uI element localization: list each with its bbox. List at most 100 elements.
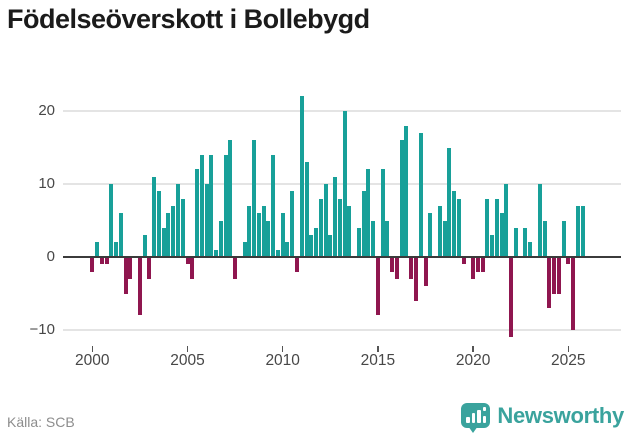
badge-bar-4 bbox=[482, 416, 487, 423]
positive-bar bbox=[523, 227, 528, 257]
negative-bar bbox=[556, 257, 561, 294]
x-axis-tick-label: 2010 bbox=[265, 352, 300, 369]
positive-bar bbox=[109, 184, 114, 257]
positive-bar bbox=[152, 176, 157, 257]
positive-bar bbox=[494, 198, 499, 257]
positive-bar bbox=[361, 191, 366, 257]
positive-bar bbox=[528, 242, 533, 257]
x-axis-tick bbox=[472, 346, 474, 352]
negative-bar bbox=[137, 257, 142, 316]
negative-bar bbox=[99, 257, 104, 265]
y-gridline bbox=[63, 329, 621, 331]
x-axis-tick-label: 2000 bbox=[75, 352, 110, 369]
x-axis-tick-label: 2020 bbox=[455, 352, 491, 369]
badge-bar-2 bbox=[471, 413, 476, 423]
positive-bar bbox=[275, 249, 280, 257]
negative-bar bbox=[90, 257, 95, 272]
negative-bar bbox=[394, 257, 399, 279]
positive-bar bbox=[304, 162, 309, 257]
positive-bar bbox=[513, 227, 518, 257]
positive-bar bbox=[218, 220, 223, 257]
positive-bar bbox=[228, 140, 233, 257]
negative-bar bbox=[128, 257, 133, 279]
x-axis-tick bbox=[281, 346, 284, 352]
positive-bar bbox=[266, 220, 271, 257]
positive-bar bbox=[161, 227, 166, 257]
positive-bar bbox=[247, 205, 252, 257]
x-axis-tick bbox=[377, 346, 379, 352]
x-axis-tick bbox=[91, 346, 94, 352]
negative-bar bbox=[480, 257, 485, 272]
positive-bar bbox=[290, 191, 295, 257]
badge-bar-3 bbox=[477, 410, 481, 423]
negative-bar bbox=[547, 257, 552, 309]
positive-bar bbox=[171, 205, 176, 257]
positive-bar bbox=[328, 235, 333, 257]
x-axis-tick-label: 2025 bbox=[551, 352, 586, 369]
negative-bar bbox=[571, 257, 576, 330]
positive-bar bbox=[204, 184, 209, 257]
positive-bar bbox=[380, 169, 385, 257]
positive-bar bbox=[180, 198, 185, 257]
positive-bar bbox=[447, 147, 452, 257]
positive-bar bbox=[342, 111, 347, 257]
positive-bar bbox=[537, 184, 542, 257]
positive-bar bbox=[442, 220, 447, 257]
x-axis-tick-label: 2005 bbox=[170, 352, 205, 369]
positive-bar bbox=[337, 198, 342, 257]
positive-bar bbox=[366, 169, 371, 257]
positive-bar bbox=[314, 227, 319, 257]
y-axis-tick-label: 20 bbox=[38, 102, 55, 119]
y-axis-tick-label: 0 bbox=[46, 248, 55, 265]
negative-bar bbox=[471, 257, 476, 279]
y-axis-tick-label: −10 bbox=[29, 321, 55, 338]
positive-bar bbox=[333, 176, 338, 257]
zero-axis-line bbox=[63, 255, 621, 259]
positive-bar bbox=[347, 205, 352, 257]
positive-bar bbox=[252, 140, 257, 257]
positive-bar bbox=[490, 235, 495, 257]
positive-bar bbox=[418, 132, 423, 257]
y-gridline bbox=[63, 110, 621, 112]
negative-bar bbox=[413, 257, 418, 301]
positive-bar bbox=[271, 154, 276, 257]
negative-bar bbox=[475, 257, 480, 272]
positive-bar bbox=[175, 184, 180, 257]
positive-bar bbox=[499, 213, 504, 257]
negative-bar bbox=[423, 257, 428, 287]
positive-bar bbox=[142, 235, 147, 257]
negative-bar bbox=[461, 257, 466, 265]
positive-bar bbox=[428, 213, 433, 257]
positive-bar bbox=[542, 220, 547, 257]
negative-bar bbox=[294, 257, 299, 272]
positive-bar bbox=[309, 235, 314, 257]
negative-bar bbox=[409, 257, 414, 279]
positive-bar bbox=[385, 220, 390, 257]
positive-bar bbox=[580, 205, 585, 257]
x-axis-tick bbox=[186, 346, 189, 352]
positive-bar bbox=[504, 184, 509, 257]
negative-bar bbox=[190, 257, 195, 279]
positive-bar bbox=[356, 227, 361, 257]
badge-bar-1 bbox=[466, 417, 470, 423]
positive-bar bbox=[399, 140, 404, 257]
positive-bar bbox=[195, 169, 200, 257]
positive-bar bbox=[575, 205, 580, 257]
positive-bar bbox=[166, 213, 171, 257]
y-gridline bbox=[63, 183, 621, 185]
negative-bar bbox=[390, 257, 395, 272]
positive-bar bbox=[318, 198, 323, 257]
negative-bar bbox=[185, 257, 190, 265]
y-axis-tick-label: 10 bbox=[38, 175, 55, 192]
positive-bar bbox=[299, 96, 304, 257]
positive-bar bbox=[404, 125, 409, 257]
positive-bar bbox=[242, 242, 247, 257]
positive-bar bbox=[452, 191, 457, 257]
badge-dot bbox=[482, 407, 487, 411]
x-axis-tick bbox=[567, 346, 570, 352]
x-axis-tick-label: 2015 bbox=[360, 352, 396, 369]
newsworthy-logo: Newsworthy bbox=[461, 403, 624, 433]
badge-tail bbox=[468, 426, 479, 433]
positive-bar bbox=[209, 154, 214, 257]
